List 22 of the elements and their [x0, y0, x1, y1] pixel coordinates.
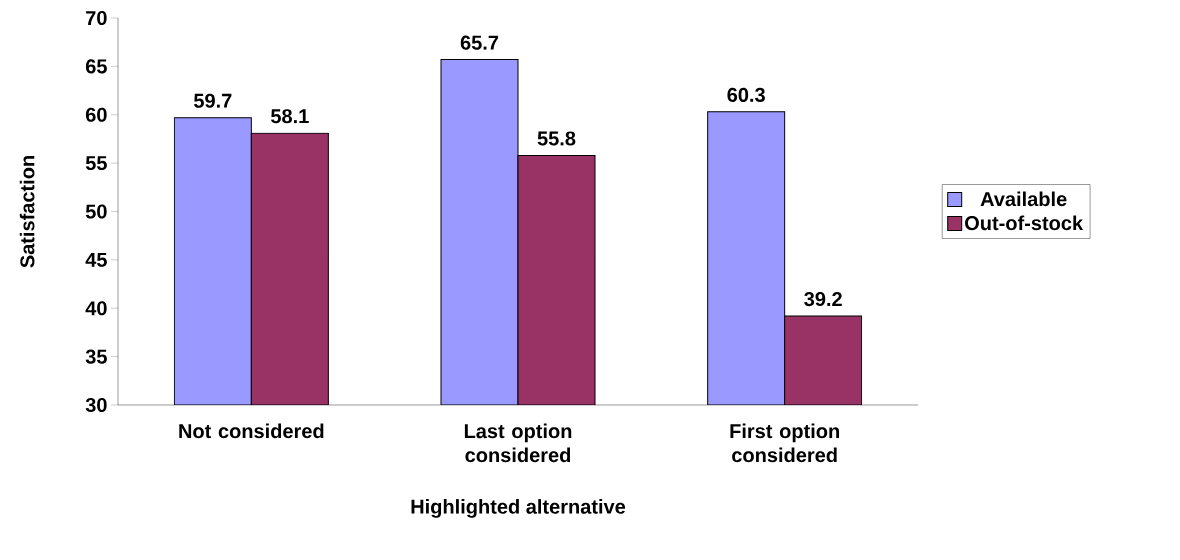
- y-tick-label: 55: [85, 156, 107, 171]
- x-tick-label: Last option considered: [464, 423, 572, 463]
- y-tick-label: 50: [85, 204, 107, 219]
- x-tick-label: First option considered: [730, 423, 839, 463]
- data-label: 55.8: [537, 131, 576, 146]
- x-axis-title: Highlighted alternative: [411, 499, 626, 518]
- y-tick-label: 60: [85, 107, 107, 122]
- y-tick-label: 30: [85, 397, 107, 413]
- y-tick-label: 65: [85, 59, 107, 74]
- legend-label: Out-of-stock: [965, 215, 1084, 231]
- data-label: 59.7: [193, 93, 232, 108]
- y-tick-label: 70: [86, 10, 107, 26]
- data-label: 65.7: [460, 35, 499, 50]
- y-tick-label: 45: [85, 252, 107, 267]
- x-tick-label: Not considered: [179, 423, 324, 439]
- y-axis-title: Satisfaction: [19, 156, 35, 268]
- data-label: 60.3: [727, 87, 765, 103]
- legend-label: Available: [980, 191, 1067, 207]
- y-tick-label: 40: [85, 301, 107, 316]
- y-tick-label: 35: [85, 349, 107, 364]
- data-label: 58.1: [270, 109, 309, 124]
- data-label: 39.2: [804, 291, 842, 307]
